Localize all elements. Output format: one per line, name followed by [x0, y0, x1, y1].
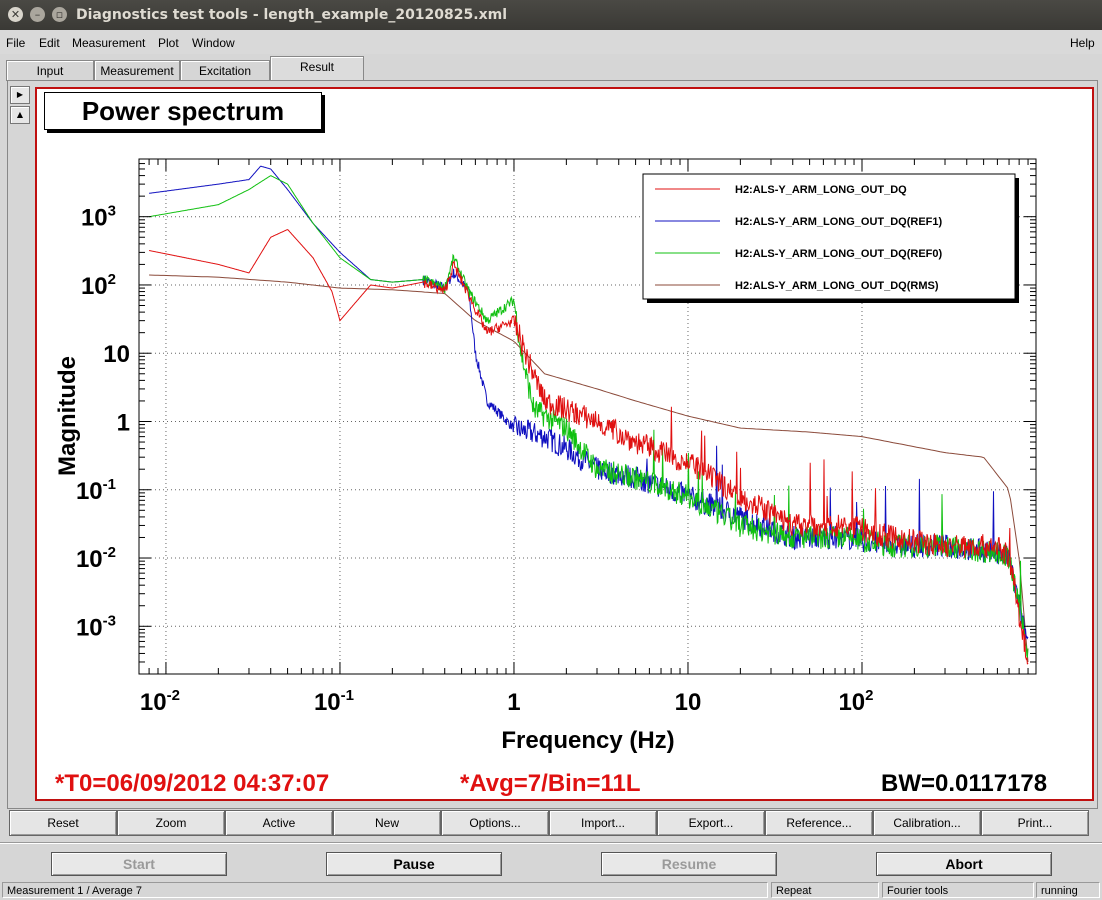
bw-text: BW=0.0117178	[881, 770, 1048, 797]
plot-button-row: Reset Zoom Active New Options... Import.…	[7, 810, 1096, 836]
reset-button[interactable]: Reset	[9, 810, 117, 836]
expand-right-icon[interactable]: ▶	[10, 86, 30, 104]
plot-frame	[138, 158, 1037, 675]
menu-plot[interactable]: Plot	[158, 36, 179, 50]
x-tick-label: 1	[507, 689, 520, 716]
start-button[interactable]: Start	[51, 852, 227, 876]
import-button[interactable]: Import...	[549, 810, 657, 836]
menu-help[interactable]: Help	[1070, 36, 1095, 50]
legend: H2:ALS-Y_ARM_LONG_OUT_DQ H2:ALS-Y_ARM_LON…	[642, 173, 1019, 303]
y-tick-label: 103	[81, 203, 116, 232]
legend-box	[642, 173, 1016, 300]
export-button[interactable]: Export...	[657, 810, 765, 836]
menu-bar: File Edit Measurement Plot Window Help	[0, 30, 1102, 54]
status-state: running	[1036, 882, 1100, 898]
menu-edit[interactable]: Edit	[39, 36, 60, 50]
series-line	[149, 229, 1029, 665]
avg-text: *Avg=7/Bin=11L	[460, 770, 641, 797]
window-titlebar: ✕ – ▫ Diagnostics test tools - length_ex…	[0, 0, 1102, 30]
calibration-button[interactable]: Calibration...	[873, 810, 981, 836]
maximize-icon[interactable]: ▫	[52, 7, 67, 22]
window-title: Diagnostics test tools - length_example_…	[76, 7, 507, 23]
y-tick-label: 10-2	[76, 544, 116, 573]
tab-result[interactable]: Result	[270, 56, 364, 81]
menu-measurement[interactable]: Measurement	[72, 36, 146, 50]
tab-excitation[interactable]: Excitation	[180, 60, 270, 81]
tab-input[interactable]: Input	[6, 60, 94, 81]
new-button[interactable]: New	[333, 810, 441, 836]
tab-measurement[interactable]: Measurement	[94, 60, 180, 81]
status-measurement: Measurement 1 / Average 7	[2, 882, 768, 898]
x-tick-labels: 10-2 10-1 1 10 102	[140, 687, 874, 716]
status-tool: Fourier tools	[882, 882, 1034, 898]
x-tick-label: 10-1	[314, 687, 354, 716]
zoom-button[interactable]: Zoom	[117, 810, 225, 836]
resume-button[interactable]: Resume	[601, 852, 777, 876]
minimize-icon[interactable]: –	[30, 7, 45, 22]
y-tick-label: 102	[81, 271, 116, 300]
status-bar: Measurement 1 / Average 7 Repeat Fourier…	[0, 880, 1102, 900]
options-button[interactable]: Options...	[441, 810, 549, 836]
menu-file[interactable]: File	[6, 36, 26, 50]
series-line	[149, 274, 1029, 663]
active-button[interactable]: Active	[225, 810, 333, 836]
close-icon[interactable]: ✕	[8, 7, 23, 22]
abort-button[interactable]: Abort	[876, 852, 1052, 876]
y-axis-label: Magnitude	[54, 356, 81, 476]
status-repeat: Repeat	[771, 882, 879, 898]
menu-window[interactable]: Window	[192, 36, 235, 50]
separator	[0, 842, 1102, 844]
tab-bar: Input Measurement Excitation Result	[0, 54, 1102, 82]
plot-curves	[149, 165, 1029, 665]
legend-label: H2:ALS-Y_ARM_LONG_OUT_DQ	[735, 184, 907, 196]
x-axis-label: Frequency (Hz)	[501, 727, 674, 754]
legend-label: H2:ALS-Y_ARM_LONG_OUT_DQ(REF1)	[735, 216, 943, 228]
x-tick-label: 102	[838, 687, 873, 716]
x-tick-label: 10-2	[140, 687, 180, 716]
legend-label: H2:ALS-Y_ARM_LONG_OUT_DQ(REF0)	[735, 248, 943, 260]
plot-ticks	[138, 158, 1036, 675]
y-tick-label: 10-3	[76, 612, 116, 641]
collapse-up-icon[interactable]: ▲	[10, 106, 30, 124]
t0-text: *T0=06/09/2012 04:37:07	[55, 770, 330, 797]
plot-title: Power spectrum	[44, 92, 322, 130]
pause-button[interactable]: Pause	[326, 852, 502, 876]
y-tick-label: 10-1	[76, 476, 116, 505]
legend-label: H2:ALS-Y_ARM_LONG_OUT_DQ(RMS)	[735, 280, 939, 292]
print-button[interactable]: Print...	[981, 810, 1089, 836]
reference-button[interactable]: Reference...	[765, 810, 873, 836]
x-tick-label: 10	[675, 689, 702, 716]
y-tick-label: 1	[117, 409, 130, 436]
y-tick-label: 10	[103, 341, 130, 368]
